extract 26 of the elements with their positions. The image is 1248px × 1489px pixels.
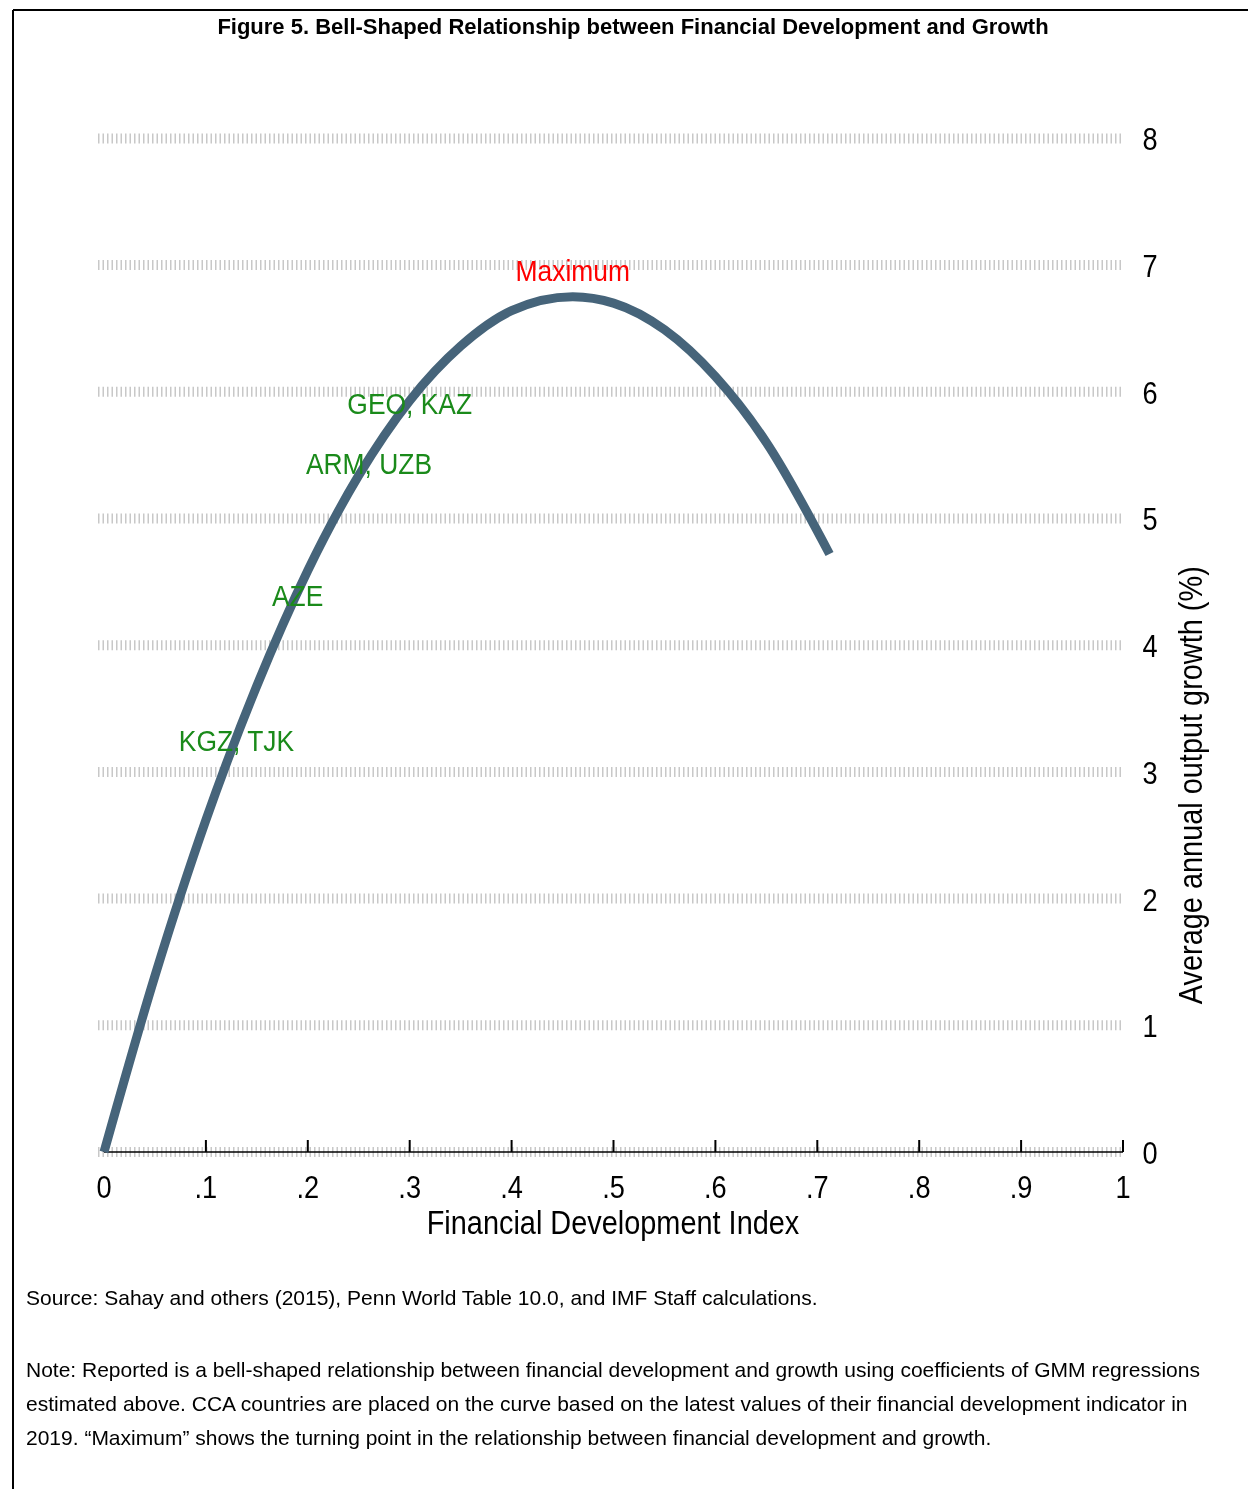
x-tick-label: .4	[500, 1168, 523, 1205]
x-tick-label: .1	[194, 1168, 218, 1205]
x-tick-label: .2	[296, 1168, 320, 1205]
chart-title: Figure 5. Bell-Shaped Relationship between Financial Development and Growth	[217, 14, 1049, 39]
y-tick-label: 8	[1142, 121, 1158, 157]
y-tick-label: 2	[1142, 881, 1158, 918]
y-axis-title: Average annual output growth (%)	[1170, 566, 1210, 1005]
x-tick-label: .5	[602, 1168, 625, 1205]
y-tick-label: 3	[1142, 754, 1158, 791]
y-tick-label: 4	[1142, 628, 1158, 664]
x-tick-label: 0	[96, 1168, 112, 1205]
x-axis-title: Financial Development Index	[426, 1202, 800, 1242]
y-tick-label: 0	[1142, 1134, 1158, 1171]
x-tick-label: .3	[398, 1168, 422, 1205]
y-tick-label: 7	[1142, 248, 1158, 284]
x-tick-label: .6	[704, 1168, 727, 1205]
x-tick-label: .7	[805, 1168, 829, 1205]
text: Note: Reported is a bell-shaped relationship between financial development and growth using coefficients of GMM regressions estimated above. CCA countries are placed on the curve based on the latest values of their financial development indicator in 2019. “Maximum” shows the turning point in the relationship between financial development and growth.	[26, 1358, 1200, 1449]
y-tick-label: 5	[1142, 501, 1158, 537]
y-tick-label: 6	[1142, 374, 1158, 411]
x-tick-label: 1	[1115, 1168, 1131, 1205]
annotation: Maximum	[515, 253, 630, 288]
y-tick-label: 1	[1142, 1008, 1158, 1044]
x-tick-label: .9	[1009, 1168, 1033, 1205]
source-note: Source: Sahay and others (2015), Penn World Table 10.0, and IMF Staff calculations.	[26, 1286, 818, 1309]
x-tick-label: .8	[907, 1168, 931, 1205]
